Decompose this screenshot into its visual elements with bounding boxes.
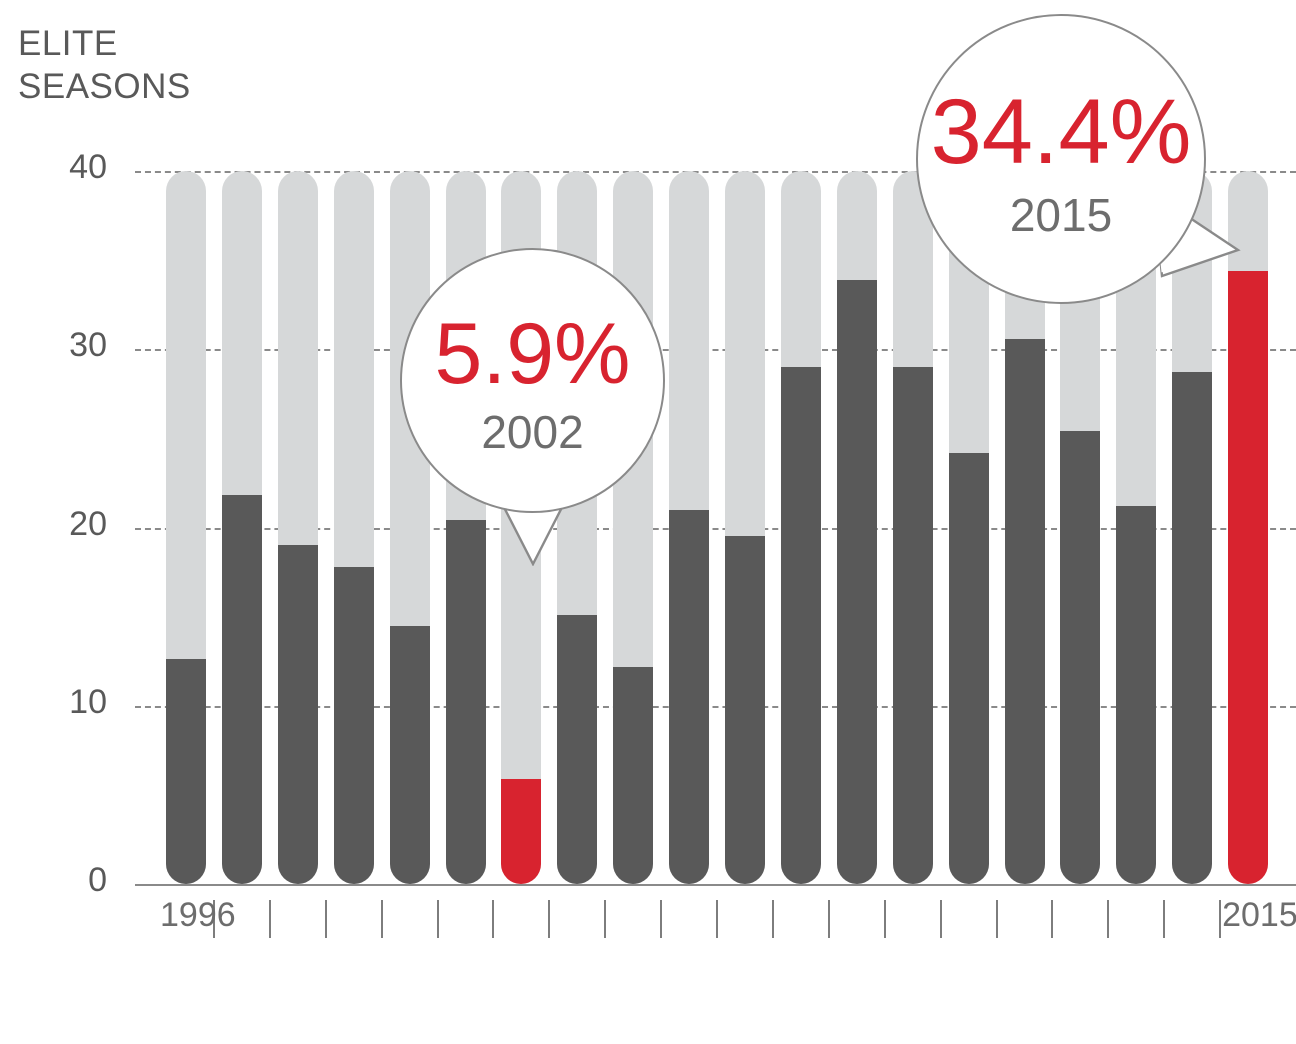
bar-fill-2008 xyxy=(836,279,877,884)
x-tick-mark-15 xyxy=(995,900,998,938)
bar-1997[interactable] xyxy=(221,171,262,884)
x-label-last: 2015 xyxy=(1222,896,1296,934)
bar-2013[interactable] xyxy=(1116,171,1157,884)
bar-fill-2002 xyxy=(501,778,542,884)
bar-fill-1998 xyxy=(277,545,318,884)
bar-2000[interactable] xyxy=(389,171,430,884)
y-tick-label-0: 0 xyxy=(88,861,107,899)
callout-2002-percent: 5.9% xyxy=(434,305,631,402)
bar-fill-2015 xyxy=(1228,270,1269,884)
plot-area: 0 10 20 30 40 xyxy=(69,148,1296,899)
bar-fill-2010 xyxy=(948,452,989,884)
bar-fill-1999 xyxy=(333,566,374,884)
x-tick-mark-6 xyxy=(492,900,495,938)
y-tick-label-10: 10 xyxy=(69,682,107,721)
x-tick-mark-19 xyxy=(1219,900,1222,938)
gridline-30 xyxy=(135,349,1296,352)
x-tick-mark-8 xyxy=(604,900,607,938)
bars-group xyxy=(135,171,1296,884)
bar-fill-2009 xyxy=(892,367,933,884)
bar-2010[interactable] xyxy=(948,171,989,884)
bar-1998[interactable] xyxy=(277,171,318,884)
bar-fill-2012 xyxy=(1060,431,1101,884)
x-tick-mark-14 xyxy=(939,900,942,938)
bar-2006[interactable] xyxy=(725,171,765,884)
bar-fill-2003 xyxy=(557,614,598,884)
x-label-first: 1996 xyxy=(160,896,236,934)
bar-fill-1997 xyxy=(221,495,262,884)
bar-fill-1996 xyxy=(166,659,206,884)
bar-2014[interactable] xyxy=(1172,171,1213,884)
callout-2015[interactable]: 34.4% 2015 xyxy=(916,14,1241,304)
x-tick-mark-10 xyxy=(716,900,719,938)
gridline-40 xyxy=(135,171,1296,173)
bar-fill-2014 xyxy=(1172,372,1213,884)
gridline-10 xyxy=(135,705,1296,708)
y-axis-title: ELITE SEASONS xyxy=(18,24,191,106)
gridline-20 xyxy=(135,527,1296,530)
bar-fill-2013 xyxy=(1116,506,1157,884)
callout-2015-percent: 34.4% xyxy=(930,81,1192,183)
callout-2002[interactable]: 5.9% 2002 xyxy=(400,248,670,566)
x-tick-mark-11 xyxy=(771,900,774,938)
x-tick-mark-1 xyxy=(212,900,215,938)
x-tick-mark-16 xyxy=(1051,900,1054,938)
callout-2015-year: 2015 xyxy=(1009,189,1113,241)
bar-2015[interactable] xyxy=(1228,171,1269,884)
callout-2015-bubble: 34.4% 2015 xyxy=(916,14,1206,304)
x-tick-mark-4 xyxy=(380,900,383,938)
y-tick-label-30: 30 xyxy=(69,326,107,365)
x-tick-mark-12 xyxy=(827,900,830,938)
bar-fill-2001 xyxy=(445,520,486,884)
bar-2008[interactable] xyxy=(836,171,877,884)
bar-fill-2006 xyxy=(725,536,765,884)
bar-fill-2004 xyxy=(613,666,654,884)
x-axis: 1996 2015 xyxy=(135,886,1296,956)
y-tick-label-20: 20 xyxy=(69,504,107,543)
x-tick-mark-9 xyxy=(660,900,663,938)
bar-1996[interactable] xyxy=(166,171,206,884)
bar-2009[interactable] xyxy=(892,171,933,884)
bar-fill-2005 xyxy=(669,509,710,884)
callout-2002-year: 2002 xyxy=(481,405,584,458)
bar-fill-2011 xyxy=(1004,338,1045,884)
bar-2007[interactable] xyxy=(780,171,821,884)
x-tick-mark-5 xyxy=(436,900,439,938)
bar-fill-2007 xyxy=(780,367,821,884)
x-tick-mark-3 xyxy=(324,900,327,938)
x-tick-mark-2 xyxy=(268,900,271,938)
gridline-0 xyxy=(135,884,1296,886)
x-tick-mark-13 xyxy=(883,900,886,938)
x-tick-mark-7 xyxy=(548,900,551,938)
bar-fill-2000 xyxy=(389,625,430,884)
y-tick-label-40: 40 xyxy=(69,148,107,186)
callout-2002-bubble: 5.9% 2002 xyxy=(400,248,665,513)
bar-2005[interactable] xyxy=(669,171,710,884)
x-tick-mark-18 xyxy=(1163,900,1166,938)
x-tick-mark-17 xyxy=(1107,900,1110,938)
bar-1999[interactable] xyxy=(333,171,374,884)
